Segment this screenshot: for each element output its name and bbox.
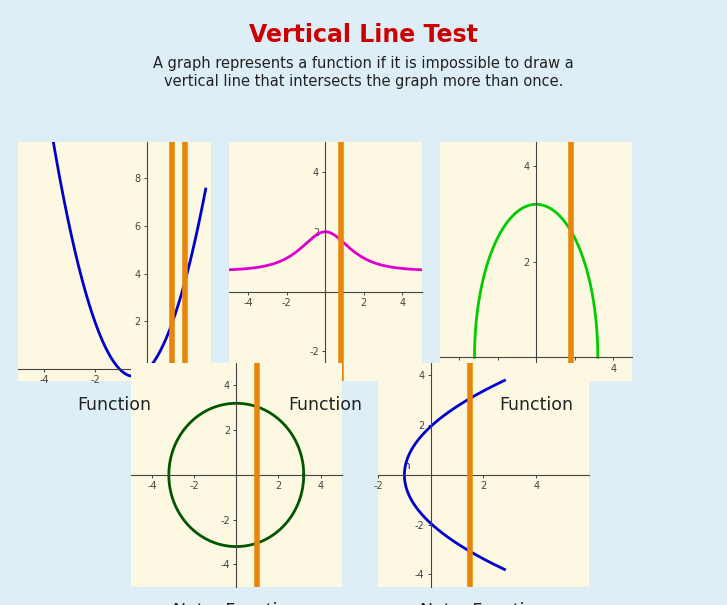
Text: Vertical Line Test: Vertical Line Test — [249, 23, 478, 47]
Text: Not a Function: Not a Function — [173, 602, 300, 605]
Text: vertical line that intersects the graph more than once.: vertical line that intersects the graph … — [164, 74, 563, 89]
Text: h: h — [404, 460, 411, 471]
Text: Not a Function: Not a Function — [420, 602, 547, 605]
Text: Function: Function — [289, 396, 362, 414]
Text: Function: Function — [78, 396, 151, 414]
Text: A graph represents a function if it is impossible to draw a: A graph represents a function if it is i… — [153, 56, 574, 71]
Text: Function: Function — [499, 396, 573, 414]
